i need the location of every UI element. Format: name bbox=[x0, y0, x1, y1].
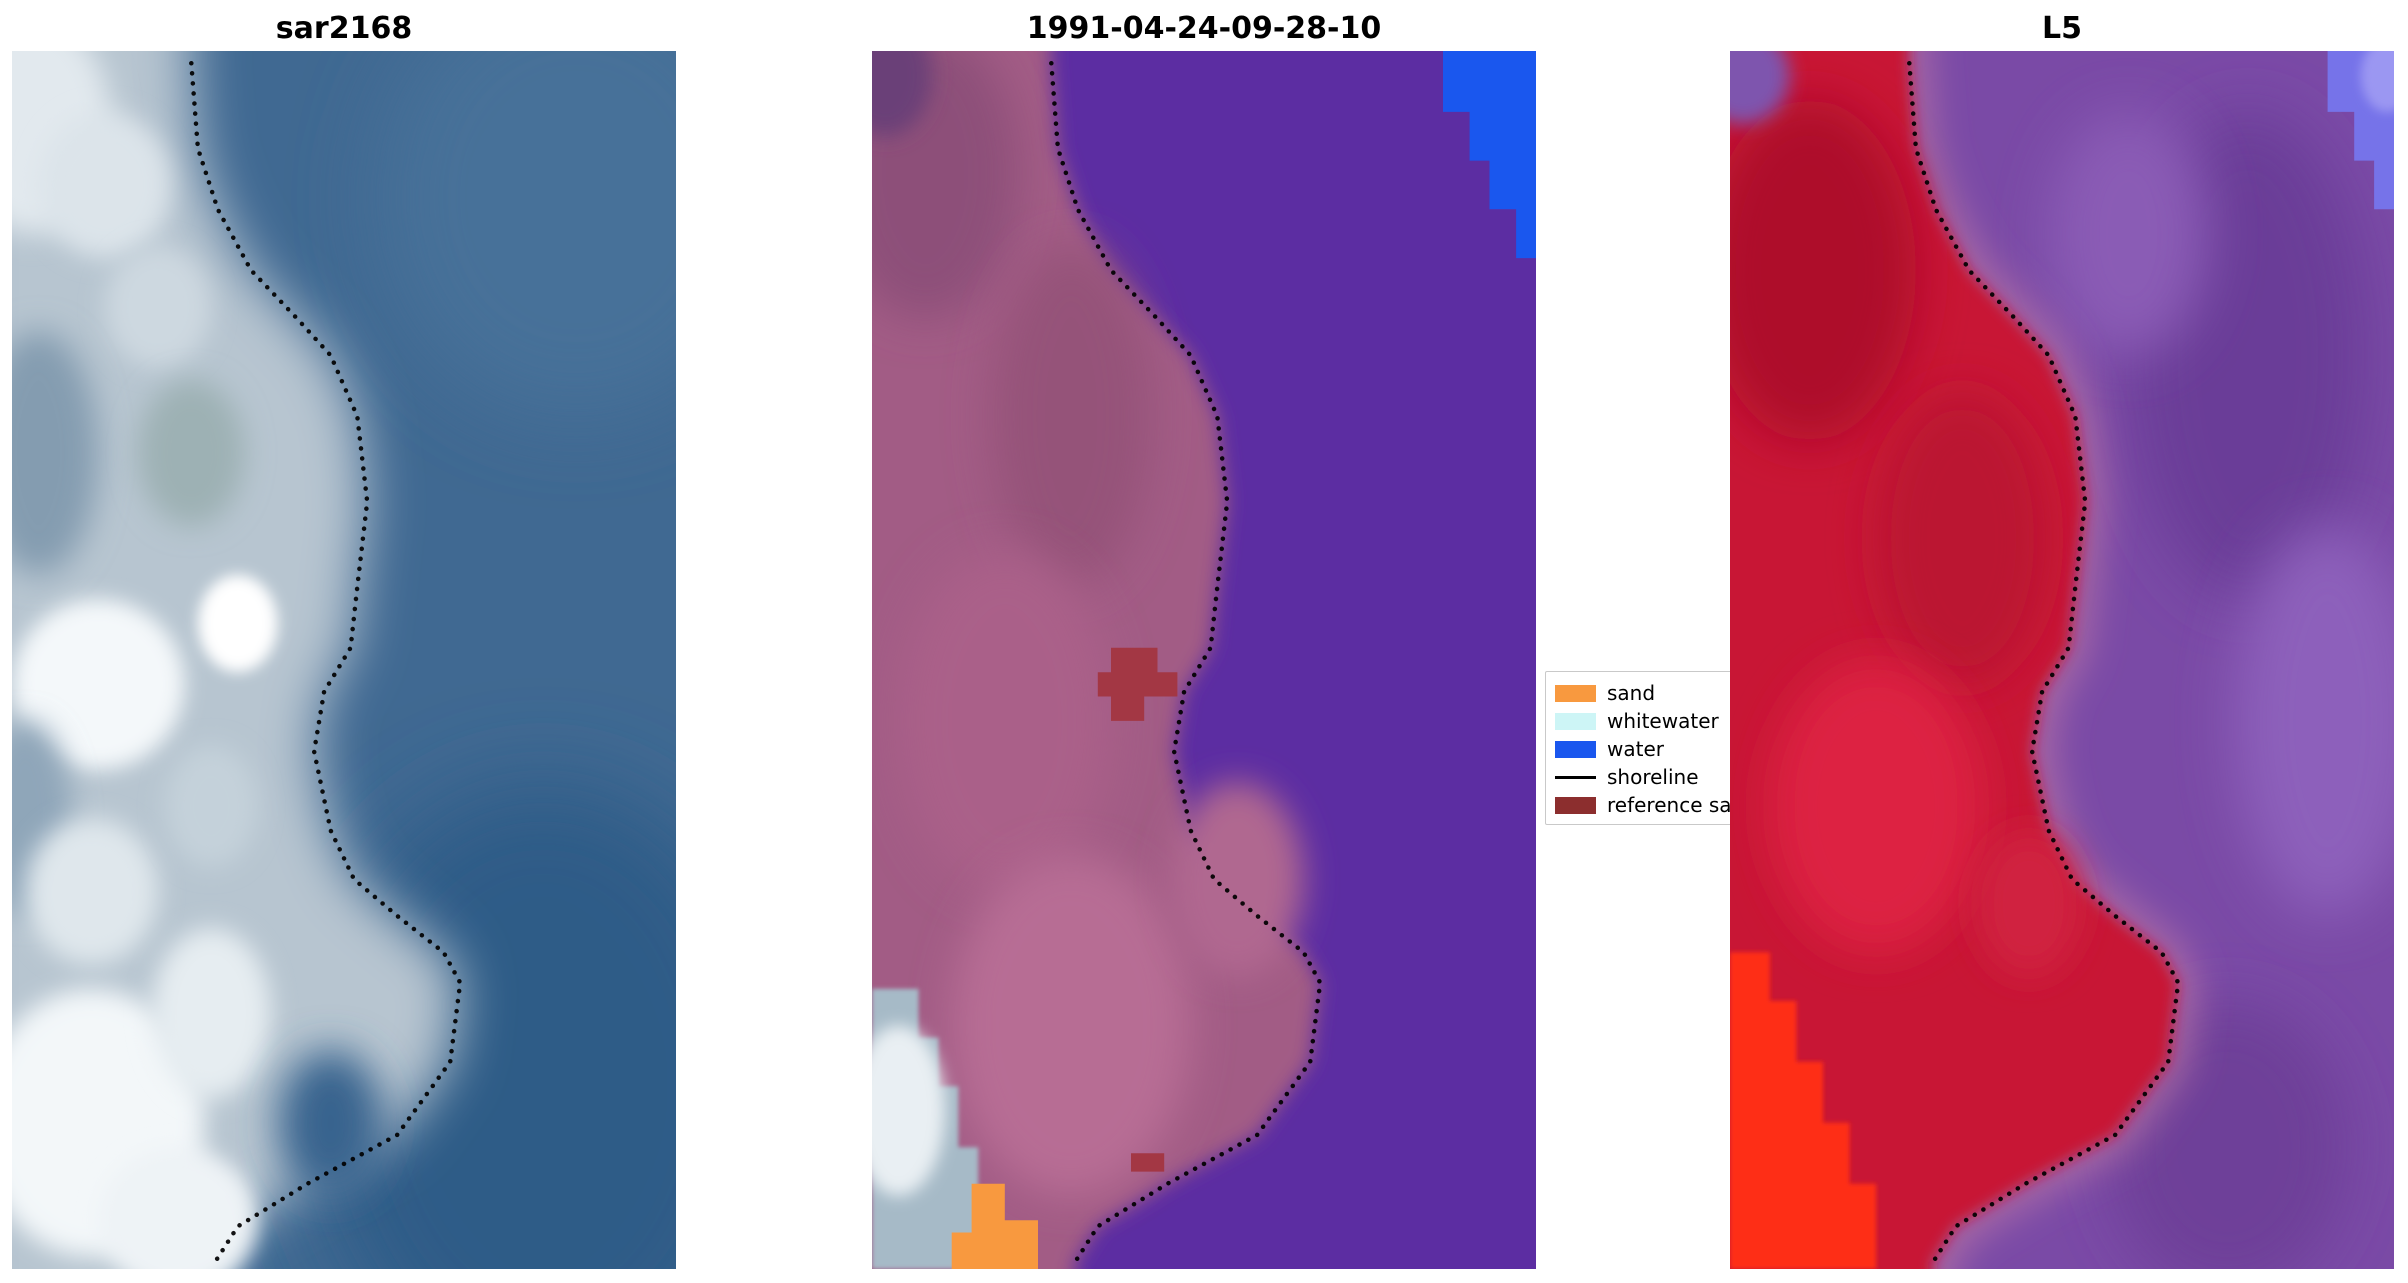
panel-optical-1991 bbox=[872, 51, 1536, 1269]
panel-image-l5 bbox=[1730, 51, 2394, 1269]
panel-title-sar2168: sar2168 bbox=[275, 11, 413, 46]
legend-label: water bbox=[1607, 737, 1664, 761]
legend-label: sand bbox=[1607, 681, 1656, 705]
legend-label: shoreline bbox=[1607, 765, 1699, 789]
panel-l5 bbox=[1730, 51, 2394, 1269]
legend-swatch-icon bbox=[1555, 740, 1596, 758]
legend-line-icon bbox=[1555, 775, 1596, 779]
panel-title-l5: L5 bbox=[2042, 11, 2082, 46]
legend-item-sand: sand bbox=[1555, 679, 1796, 707]
legend-item-shoreline: shoreline bbox=[1555, 763, 1796, 791]
panel-image-optical-1991 bbox=[872, 51, 1536, 1269]
panel-title-date: 1991-04-24-09-28-10 bbox=[1026, 11, 1382, 46]
legend-label: whitewater bbox=[1607, 709, 1719, 733]
panel-image-sar2168 bbox=[12, 51, 676, 1269]
legend-item-water: water bbox=[1555, 735, 1796, 763]
legend-swatch-icon bbox=[1555, 684, 1596, 702]
legend-swatch-icon bbox=[1555, 796, 1596, 814]
panel-sar2168 bbox=[12, 51, 676, 1269]
legend-swatch-icon bbox=[1555, 712, 1596, 730]
legend-item-whitewater: whitewater bbox=[1555, 707, 1796, 735]
